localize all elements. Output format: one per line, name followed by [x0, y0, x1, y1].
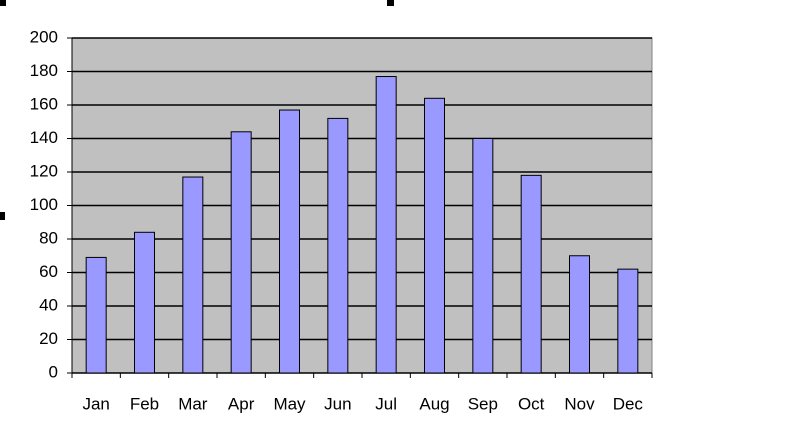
x-tick-label: Aug: [419, 394, 449, 413]
bar: [279, 109, 300, 374]
x-tick-label: Jul: [375, 394, 397, 413]
x-tick-label: Dec: [613, 394, 644, 413]
x-tick-label: Sep: [468, 394, 498, 413]
y-tick-label: 120: [30, 161, 58, 180]
selection-handle: [0, 0, 6, 6]
bar: [617, 268, 639, 374]
y-tick-label: 200: [30, 27, 58, 46]
x-tick-label: Mar: [178, 394, 208, 413]
bar: [424, 97, 445, 374]
selection-handle: [387, 0, 394, 6]
bar: [230, 131, 252, 374]
bar: [134, 231, 155, 374]
y-tick-label: 180: [30, 61, 58, 80]
y-tick-label: 160: [30, 94, 58, 113]
bar: [375, 76, 397, 374]
y-tick-label: 0: [49, 362, 58, 381]
x-tick-label: Jun: [324, 394, 351, 413]
x-tick-label: Jan: [82, 394, 109, 413]
bar: [327, 117, 349, 374]
bar: [472, 138, 494, 374]
y-tick-label: 140: [30, 128, 58, 147]
bar: [182, 176, 204, 374]
selection-handle: [0, 212, 5, 220]
x-tick-label: Nov: [564, 394, 595, 413]
y-tick-label: 60: [39, 262, 58, 281]
x-tick-label: May: [273, 394, 306, 413]
x-tick-label: Oct: [518, 394, 545, 413]
y-tick-label: 20: [39, 329, 58, 348]
y-tick-label: 40: [39, 295, 58, 314]
x-tick-label: Feb: [130, 394, 159, 413]
bar: [520, 174, 542, 374]
bar: [569, 255, 590, 374]
bar: [85, 256, 107, 374]
y-tick-label: 80: [39, 228, 58, 247]
x-tick-label: Apr: [228, 394, 255, 413]
y-tick-label: 100: [30, 195, 58, 214]
